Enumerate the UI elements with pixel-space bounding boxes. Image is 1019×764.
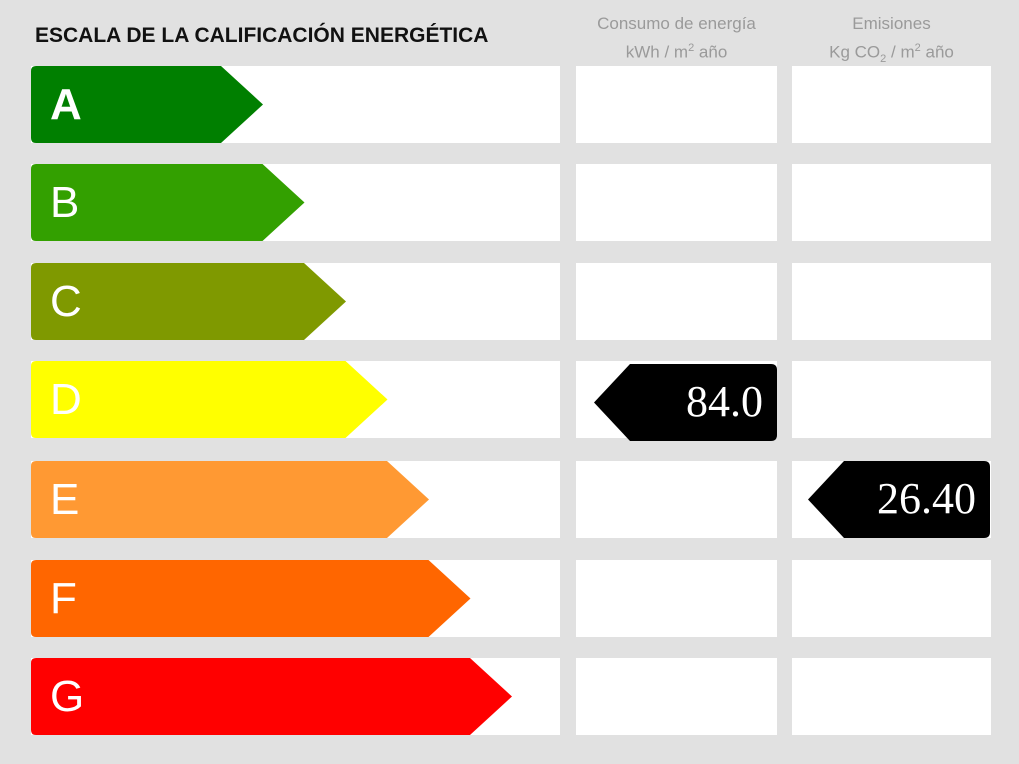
energy-rating-pointer-shape [594, 364, 777, 441]
emissions-header-label: Emisiones [852, 14, 931, 33]
rating-arrow-c [31, 263, 346, 340]
rating-arrow-shape [31, 263, 346, 340]
rating-letter: G [50, 672, 85, 721]
rating-letter: F [50, 574, 77, 623]
energy-cell [576, 164, 777, 241]
rating-letter: B [50, 178, 80, 227]
energy-cell [576, 263, 777, 340]
emissions-cell [792, 361, 991, 438]
energy-header-label: Consumo de energía [597, 14, 756, 33]
rating-arrow-shape [31, 164, 305, 241]
rating-letter: C [50, 277, 82, 326]
rating-arrow-shape [31, 66, 263, 143]
rating-letter: A [50, 80, 82, 129]
energy-cell [576, 66, 777, 143]
emissions-column-header: Emisiones Kg CO2 / m2 año [792, 11, 991, 72]
energy-cell [576, 658, 777, 735]
rating-arrow-shape [31, 361, 388, 438]
energy-cell [576, 560, 777, 637]
emissions-header-unit: Kg CO2 / m2 año [829, 42, 954, 66]
rating-arrow-d [31, 361, 388, 438]
energy-cell [576, 461, 777, 538]
emissions-cell [792, 560, 991, 637]
emissions-cell [792, 164, 991, 241]
emissions-cell [792, 658, 991, 735]
page-title: ESCALA DE LA CALIFICACIÓN ENERGÉTICA [35, 24, 489, 47]
emissions-cell [792, 263, 991, 340]
rating-arrow-shape [31, 461, 429, 538]
rating-arrow-a [31, 66, 263, 143]
rating-letter: E [50, 475, 80, 524]
emissions-rating-value: 26.40 [877, 474, 976, 523]
rating-arrow-f [31, 560, 471, 637]
rating-arrow-shape [31, 560, 471, 637]
rating-arrow-g [31, 658, 512, 735]
energy-header-unit: kWh / m2 año [625, 42, 728, 62]
energy-column-header: Consumo de energía kWh / m2 año [576, 11, 777, 65]
rating-arrow-shape [31, 658, 512, 735]
rating-arrow-b [31, 164, 305, 241]
energy-rating-value: 84.0 [686, 377, 763, 426]
rating-letter: D [50, 375, 82, 424]
emissions-rating-pointer-shape [808, 461, 990, 538]
emissions-cell [792, 66, 991, 143]
rating-arrow-e [31, 461, 429, 538]
